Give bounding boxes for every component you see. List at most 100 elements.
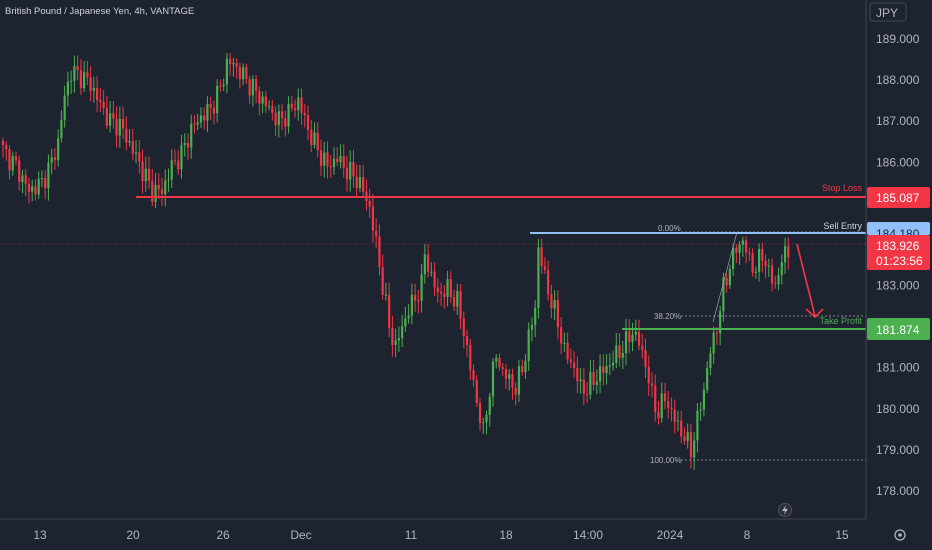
candle-body: [154, 184, 157, 202]
candle-body: [384, 294, 388, 296]
candle-body: [452, 297, 456, 307]
candle-body: [92, 88, 95, 91]
candle-body: [245, 67, 248, 80]
candle-body: [556, 299, 559, 328]
candle-body: [767, 265, 770, 267]
price-axis[interactable]: 189.000 188.000 187.000 186.000 183.000 181.0…: [865, 0, 932, 519]
candle-body: [352, 162, 355, 177]
candle-body: [764, 260, 767, 267]
candle-body: [261, 96, 264, 104]
candle-body: [47, 162, 50, 189]
candle-body: [371, 206, 375, 231]
candle-body: [190, 123, 193, 148]
candle-body: [378, 236, 381, 267]
candle-body: [732, 247, 735, 270]
fib-label-38: 38.20%: [654, 312, 681, 321]
candle-body: [761, 248, 764, 261]
candle-body: [595, 381, 598, 385]
time-tick-label: 13: [33, 528, 47, 542]
candle-body: [488, 396, 491, 415]
candlestick-series: [1, 52, 790, 470]
candle-body: [345, 167, 349, 180]
candle-body: [631, 334, 634, 342]
candle-body: [271, 106, 274, 113]
candle-body: [83, 72, 86, 89]
candle-body: [99, 100, 102, 102]
candle-body: [180, 144, 183, 170]
settings-icon[interactable]: [894, 529, 906, 541]
candle-body: [339, 155, 342, 162]
candle-body: [50, 157, 53, 163]
countdown-timer: 01:23:56: [876, 254, 923, 268]
candle-body: [553, 299, 556, 309]
candle-body: [504, 368, 508, 379]
candle-body: [550, 294, 553, 309]
candle-body: [160, 189, 164, 195]
fib-label-0: 0.00%: [658, 224, 681, 233]
candle-body: [699, 409, 702, 411]
candle-body: [605, 366, 608, 374]
projection-arrow: [796, 243, 824, 319]
candle-body: [696, 410, 699, 441]
candle-body: [280, 111, 284, 119]
candle-body: [76, 66, 79, 71]
candle-body: [258, 90, 261, 104]
candle-body: [222, 84, 225, 87]
candle-body: [18, 160, 21, 182]
candle-body: [465, 335, 469, 345]
candle-body: [618, 345, 621, 358]
candle-body: [598, 366, 602, 382]
candle-body: [728, 269, 731, 286]
stop-loss-badge: [867, 187, 930, 208]
candle-body: [115, 118, 118, 136]
candle-body: [414, 294, 417, 301]
candle-body: [66, 81, 69, 96]
price-tick-label: 179.000: [876, 443, 920, 457]
candle-body: [40, 178, 44, 180]
candle-body: [199, 115, 203, 123]
candle-body: [5, 145, 8, 150]
candle-body: [1, 140, 5, 146]
candle-body: [446, 279, 449, 297]
candle-body: [702, 389, 706, 410]
candle-body: [686, 432, 689, 441]
candle-body: [173, 160, 177, 162]
candle-body: [316, 132, 319, 151]
candle-body: [96, 88, 99, 101]
candle-body: [780, 262, 783, 276]
lightning-icon[interactable]: [778, 503, 792, 517]
candle-body: [131, 141, 134, 154]
candle-body: [255, 79, 258, 91]
candle-body: [560, 327, 563, 344]
price-tick-label: 178.000: [876, 484, 920, 498]
candle-body: [108, 113, 112, 126]
candle-body: [290, 103, 293, 109]
symbol-title: British Pound / Japanese Yen, 4h, VANTAG…: [5, 6, 195, 17]
candle-body: [238, 66, 241, 80]
candle-body: [31, 186, 34, 192]
candle-body: [644, 350, 647, 368]
time-axis[interactable]: 13 20 26 Dec 11 18 14:00 2024 8 15: [0, 518, 932, 550]
candle-body: [628, 331, 631, 342]
candle-body: [388, 294, 391, 328]
candle-body: [498, 357, 501, 368]
candle-body: [508, 374, 511, 379]
candle-body: [394, 340, 397, 346]
candle-body: [203, 115, 206, 121]
candle-body: [537, 247, 540, 308]
last-price-value: 183.926: [876, 239, 920, 253]
time-tick-label: 2024: [657, 528, 684, 542]
candle-body: [401, 326, 404, 339]
candle-body: [8, 149, 11, 171]
currency-box[interactable]: [869, 2, 907, 22]
time-axis-bg: [0, 519, 932, 550]
candle-body: [53, 157, 57, 161]
price-tick-label: 189.000: [876, 32, 920, 46]
candle-body: [495, 357, 498, 362]
take-profit-price: 181.874: [876, 323, 920, 337]
candle-body: [592, 371, 595, 385]
candle-body: [37, 178, 40, 195]
candle-body: [212, 107, 216, 114]
